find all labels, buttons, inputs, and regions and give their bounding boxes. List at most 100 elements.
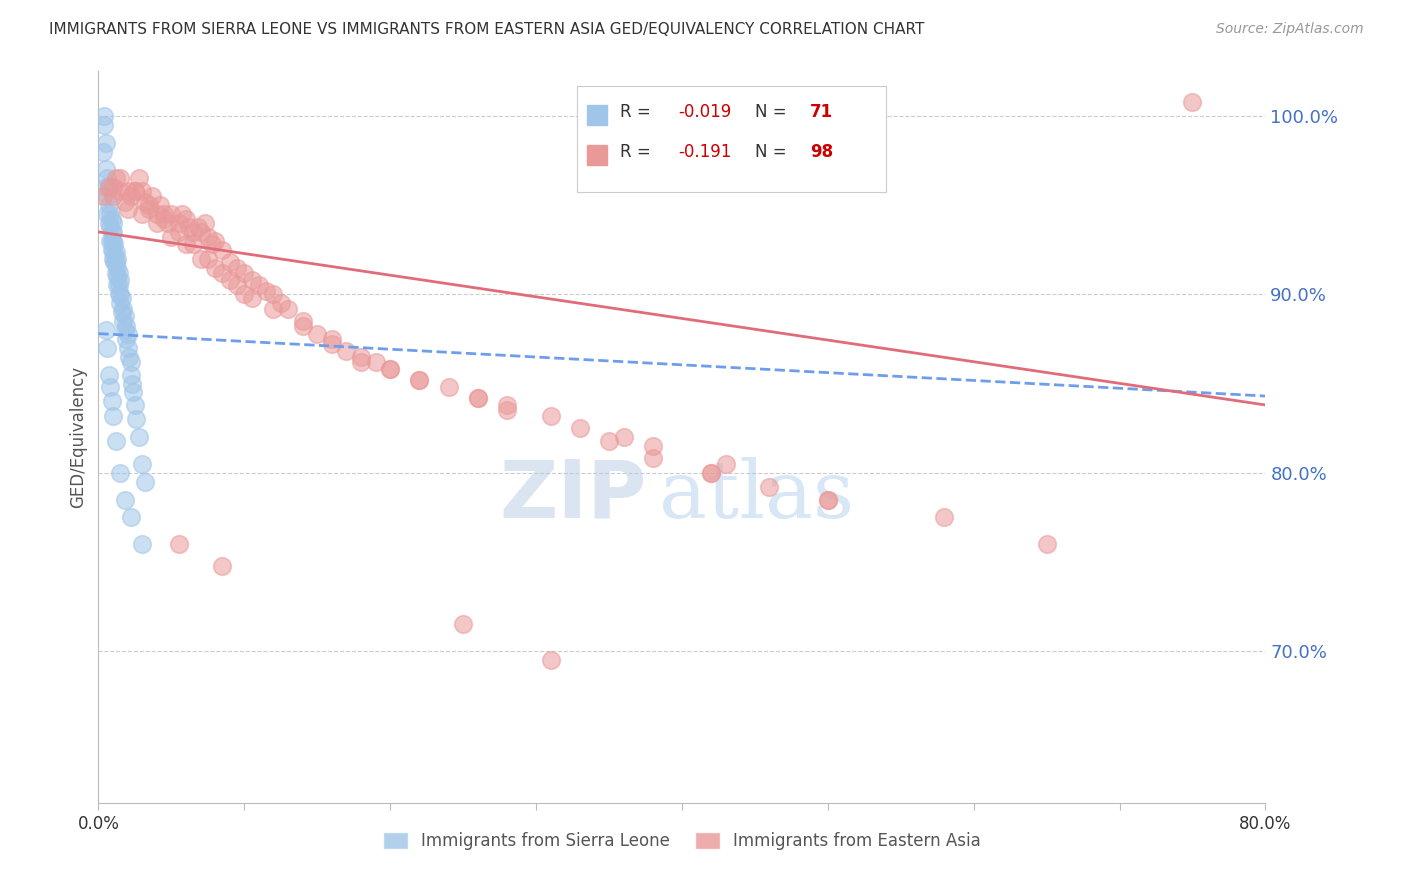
- Point: [817, 492, 839, 507]
- Legend: Immigrants from Sierra Leone, Immigrants from Eastern Asia: Immigrants from Sierra Leone, Immigrants…: [375, 825, 988, 856]
- Point: [211, 243, 233, 257]
- Point: [101, 216, 124, 230]
- Point: [277, 301, 299, 316]
- Point: [105, 278, 128, 293]
- Point: [350, 355, 373, 369]
- Point: [112, 301, 135, 316]
- Point: [110, 184, 132, 198]
- Point: [131, 184, 153, 198]
- Point: [98, 234, 121, 248]
- Point: [270, 296, 292, 310]
- Point: [233, 287, 256, 301]
- Point: [128, 171, 150, 186]
- Point: [197, 230, 219, 244]
- Point: [149, 198, 172, 212]
- Point: [612, 430, 634, 444]
- Point: [117, 341, 139, 355]
- Point: [94, 180, 117, 194]
- Point: [226, 278, 249, 293]
- Point: [100, 394, 122, 409]
- Point: [307, 326, 329, 341]
- Point: [240, 273, 263, 287]
- Point: [101, 234, 124, 248]
- Point: [94, 162, 117, 177]
- Text: N =: N =: [755, 103, 793, 120]
- Point: [496, 398, 519, 412]
- Point: [98, 207, 121, 221]
- Point: [101, 243, 124, 257]
- Point: [262, 287, 284, 301]
- Point: [167, 225, 190, 239]
- Point: [190, 225, 212, 239]
- Point: [97, 368, 120, 382]
- Point: [194, 216, 217, 230]
- Point: [364, 355, 387, 369]
- Point: [321, 332, 343, 346]
- Point: [97, 180, 120, 194]
- Point: [157, 216, 180, 230]
- Point: [117, 184, 139, 198]
- Text: N =: N =: [755, 143, 793, 161]
- Point: [124, 184, 146, 198]
- Point: [451, 617, 474, 632]
- Point: [146, 216, 169, 230]
- Point: [98, 219, 121, 234]
- Point: [211, 266, 233, 280]
- Point: [108, 287, 131, 301]
- Point: [817, 492, 839, 507]
- Point: [321, 337, 343, 351]
- Point: [131, 457, 153, 471]
- Point: [110, 273, 132, 287]
- Point: [380, 362, 402, 376]
- Point: [540, 409, 562, 423]
- Point: [641, 439, 664, 453]
- Point: [112, 314, 135, 328]
- Point: [110, 466, 132, 480]
- Text: -0.019: -0.019: [679, 103, 731, 120]
- Point: [96, 341, 118, 355]
- Point: [134, 194, 156, 209]
- Point: [128, 430, 150, 444]
- Point: [97, 216, 120, 230]
- Point: [758, 480, 780, 494]
- Text: 71: 71: [810, 103, 834, 120]
- Point: [204, 260, 226, 275]
- Text: -0.191: -0.191: [679, 143, 731, 161]
- Point: [97, 198, 120, 212]
- Point: [104, 266, 127, 280]
- Point: [115, 319, 138, 334]
- Point: [120, 355, 142, 369]
- Point: [114, 194, 136, 209]
- Point: [700, 466, 723, 480]
- Point: [104, 244, 127, 259]
- Point: [100, 225, 122, 239]
- Point: [105, 252, 128, 266]
- Point: [96, 189, 118, 203]
- Point: [122, 385, 145, 400]
- Point: [97, 180, 120, 194]
- Point: [380, 362, 402, 376]
- Point: [103, 248, 125, 262]
- Point: [114, 323, 136, 337]
- Point: [211, 558, 233, 573]
- Point: [714, 457, 737, 471]
- Point: [110, 287, 132, 301]
- Point: [120, 189, 142, 203]
- Point: [153, 207, 176, 221]
- Point: [467, 391, 489, 405]
- Point: [1035, 537, 1057, 551]
- Point: [177, 219, 200, 234]
- Point: [141, 189, 163, 203]
- Point: [247, 278, 270, 293]
- Point: [335, 344, 357, 359]
- Point: [174, 212, 197, 227]
- Text: R =: R =: [620, 103, 657, 120]
- Point: [174, 237, 197, 252]
- Point: [103, 255, 125, 269]
- Point: [111, 305, 134, 319]
- Point: [254, 284, 277, 298]
- Point: [181, 237, 204, 252]
- Point: [934, 510, 956, 524]
- Point: [350, 350, 373, 364]
- Point: [103, 237, 125, 252]
